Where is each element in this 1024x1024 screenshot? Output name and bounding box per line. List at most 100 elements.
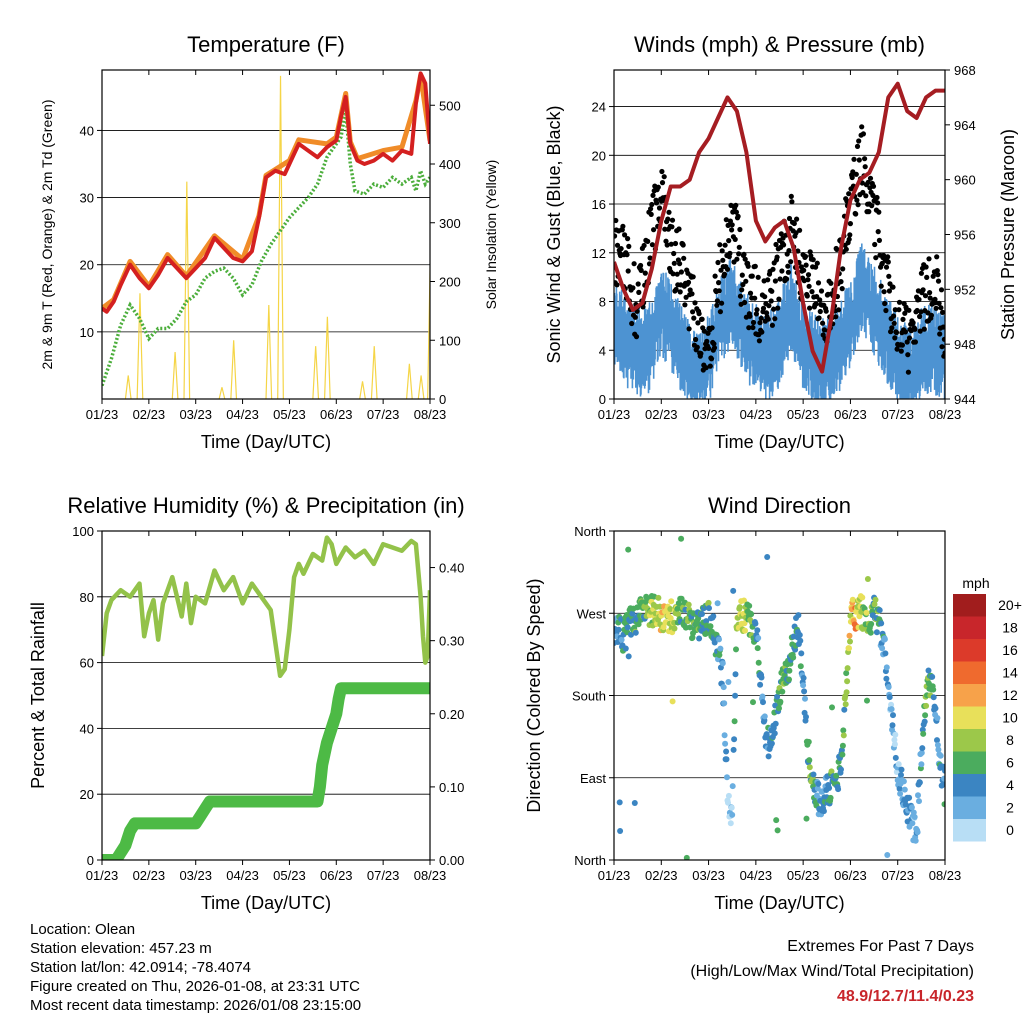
direction-point	[741, 597, 747, 604]
gust-point	[760, 305, 767, 311]
direction-point	[879, 645, 886, 652]
gust-point	[880, 252, 887, 258]
chart4-xtick-label: 04/23	[740, 868, 773, 883]
direction-point	[675, 611, 682, 618]
gust-point	[802, 253, 809, 260]
gust-point	[818, 288, 825, 294]
solar-spike	[427, 246, 430, 399]
direction-point	[669, 698, 676, 705]
gust-point	[750, 319, 757, 326]
gust-point	[763, 310, 770, 316]
direction-point	[909, 820, 916, 827]
recent-timestamp: Most recent data timestamp: 2026/01/08 2…	[30, 997, 362, 1014]
gust-point	[698, 350, 704, 357]
direction-point	[618, 636, 625, 643]
direction-point	[840, 732, 847, 739]
direction-point	[889, 722, 896, 729]
chart1-y2label: Solar Insolation (Yellow)	[483, 160, 499, 310]
gust-point	[709, 325, 715, 331]
colorbar-label: 12	[1002, 687, 1018, 703]
temp-9m-line	[102, 72, 430, 311]
temp-2m-line	[102, 71, 430, 314]
direction-point	[923, 702, 930, 709]
direction-point	[941, 775, 945, 782]
gust-point	[823, 308, 829, 314]
gust-point	[670, 271, 676, 277]
direction-point	[915, 792, 921, 799]
direction-point	[720, 684, 727, 691]
gust-point	[918, 270, 925, 276]
gust-point	[916, 296, 922, 303]
gust-point	[739, 287, 745, 293]
gust-point	[771, 306, 777, 312]
gust-point	[933, 305, 939, 311]
chart1-frame	[101, 69, 431, 400]
direction-point	[750, 699, 756, 706]
gust-point	[788, 259, 794, 265]
gust-point	[772, 316, 778, 322]
gust-point	[934, 254, 940, 260]
gust-point	[890, 284, 896, 290]
chart3-y2tick-label: 0.30	[439, 634, 464, 649]
colorbar-swatch	[953, 751, 986, 774]
direction-point	[937, 752, 944, 759]
gust-point	[691, 315, 697, 321]
gust-point	[902, 310, 908, 316]
direction-point	[773, 817, 780, 824]
solar-spike	[136, 293, 144, 399]
chart4-ytick-label: North	[574, 524, 606, 539]
gust-point	[856, 157, 862, 163]
gust-point	[809, 289, 815, 295]
gust-point	[938, 305, 944, 311]
gust-point	[942, 350, 945, 356]
gust-point	[906, 307, 912, 313]
chart2-y2tick-label: 960	[954, 173, 976, 188]
colorbar-label: 16	[1002, 642, 1018, 658]
solar-spike	[230, 340, 238, 399]
gust-point	[716, 280, 722, 286]
solar-spike	[417, 375, 425, 399]
direction-point	[876, 607, 883, 614]
chart3-ytick-label: 20	[80, 787, 94, 802]
gust-point	[793, 230, 799, 236]
gust-point	[692, 300, 698, 306]
gust-point	[723, 217, 729, 223]
direction-point	[898, 766, 905, 773]
gust-point	[693, 336, 699, 343]
gust-point	[676, 226, 682, 232]
gust-point	[638, 267, 644, 273]
direction-point	[930, 694, 937, 701]
gust-point	[927, 295, 933, 301]
gust-point	[935, 278, 942, 284]
gust-point	[849, 174, 855, 181]
gust-point	[651, 227, 657, 233]
direction-point	[729, 811, 736, 818]
solar-spike	[183, 181, 191, 399]
gust-point	[846, 236, 852, 242]
solar-spike	[265, 304, 273, 399]
direction-point	[786, 667, 793, 674]
gust-point	[853, 171, 859, 177]
gust-point	[672, 240, 679, 247]
chart1-xtick-label: 08/23	[414, 407, 447, 422]
gust-point	[892, 307, 898, 313]
direction-point	[803, 713, 809, 720]
gust-point	[733, 209, 740, 215]
gust-point	[777, 276, 783, 282]
gust-point	[872, 241, 878, 248]
gust-point	[727, 250, 733, 256]
gust-point	[817, 297, 823, 303]
direction-point	[835, 786, 842, 793]
chart2-ytick-label: 12	[592, 246, 606, 261]
direction-point	[849, 596, 856, 603]
gust-point	[669, 224, 675, 230]
station-latlon: Station lat/lon: 42.0914; -78.4074	[30, 959, 252, 976]
direction-point	[741, 620, 748, 627]
chart4-xtick-label: 07/23	[881, 868, 914, 883]
chart4-xtick-label: 01/23	[598, 868, 631, 883]
gust-point	[747, 290, 754, 296]
gust-point	[630, 285, 636, 291]
direction-point	[868, 621, 875, 627]
gust-point	[732, 236, 738, 242]
gust-point	[742, 299, 748, 306]
